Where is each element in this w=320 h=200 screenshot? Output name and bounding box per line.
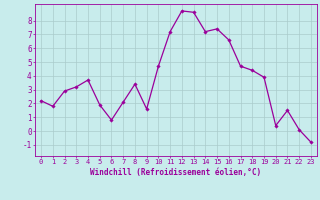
X-axis label: Windchill (Refroidissement éolien,°C): Windchill (Refroidissement éolien,°C) xyxy=(91,168,261,177)
